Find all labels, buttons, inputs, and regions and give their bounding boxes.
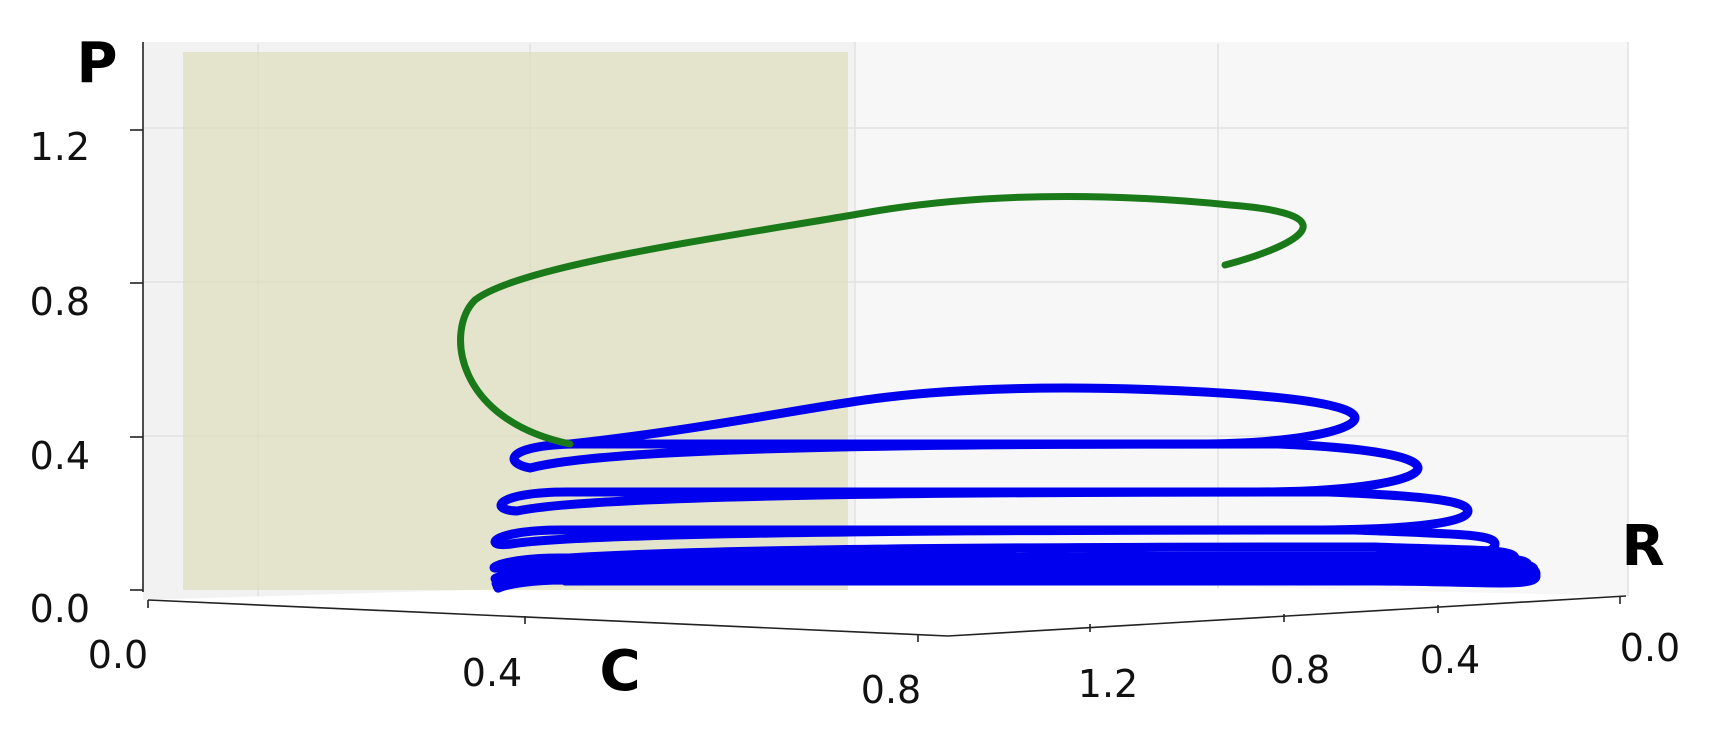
y-tick-0-4: 0.4 xyxy=(1420,638,1480,682)
x-tick-0-4: 0.4 xyxy=(462,651,522,695)
series-upper-line xyxy=(457,193,1307,448)
z-tick-0-0: 0.0 xyxy=(30,587,90,631)
z-tick-0-4: 0.4 xyxy=(30,434,90,478)
z-tick-0-8: 0.8 xyxy=(30,280,90,324)
back-pane-right xyxy=(855,42,1628,596)
y-axis-line xyxy=(947,595,1627,637)
tick-marks xyxy=(130,129,1621,642)
x-axis-label: C xyxy=(599,639,640,704)
x-tick-0-0: 0.0 xyxy=(88,633,148,677)
y-tick-0-0: 0.0 xyxy=(1620,626,1680,670)
x-axis-line xyxy=(147,599,949,637)
y-tick-0-8: 0.8 xyxy=(1270,648,1330,692)
y-tick-1-2: 1.2 xyxy=(1078,662,1138,706)
z-axis-label: P xyxy=(76,31,117,96)
series-lower-line xyxy=(489,383,1541,593)
y-axis-label: R xyxy=(1621,514,1664,579)
z-tick-1-2: 1.2 xyxy=(30,125,90,169)
x-tick-0-8: 0.8 xyxy=(861,668,921,712)
axis-lines xyxy=(142,42,1627,637)
